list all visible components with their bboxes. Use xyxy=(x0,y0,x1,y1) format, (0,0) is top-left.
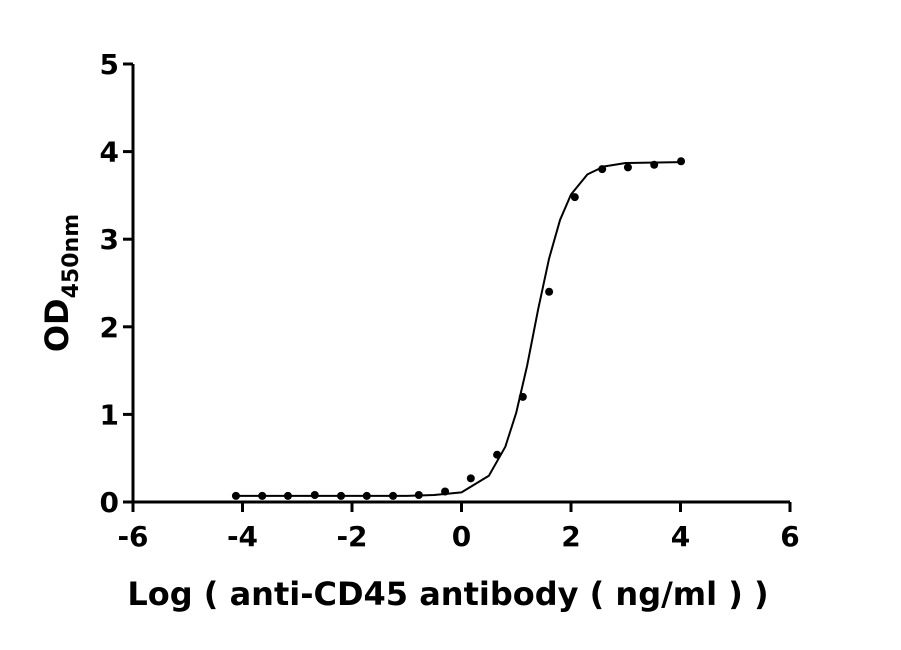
data-point xyxy=(545,287,554,296)
x-tick-label: 6 xyxy=(780,520,799,553)
x-tick-label: 4 xyxy=(671,520,690,553)
y-tick-label: 4 xyxy=(100,136,119,169)
data-point xyxy=(677,157,686,166)
x-tick-label: 0 xyxy=(452,520,471,553)
x-tick-label: -2 xyxy=(336,520,367,553)
y-tick-label: 3 xyxy=(100,223,119,256)
x-tick-label: 2 xyxy=(561,520,580,553)
data-point xyxy=(570,193,579,202)
y-label-sub: 450nm xyxy=(59,214,84,299)
x-tick-label: -6 xyxy=(117,520,148,553)
y-tick-label: 1 xyxy=(100,398,119,431)
data-point xyxy=(466,474,475,483)
x-tick-label: -4 xyxy=(227,520,258,553)
x-axis-label: Log ( anti-CD45 antibody ( ng/ml ) ) xyxy=(127,575,768,613)
data-point xyxy=(623,163,632,172)
y-axis-label: OD450nm xyxy=(38,214,84,352)
y-tick-label: 5 xyxy=(100,48,119,81)
fit-curve xyxy=(237,161,681,497)
data-point xyxy=(231,491,240,500)
y-tick-label: 0 xyxy=(100,486,119,519)
y-label-main: OD xyxy=(38,298,76,352)
y-tick-label: 2 xyxy=(100,311,119,344)
